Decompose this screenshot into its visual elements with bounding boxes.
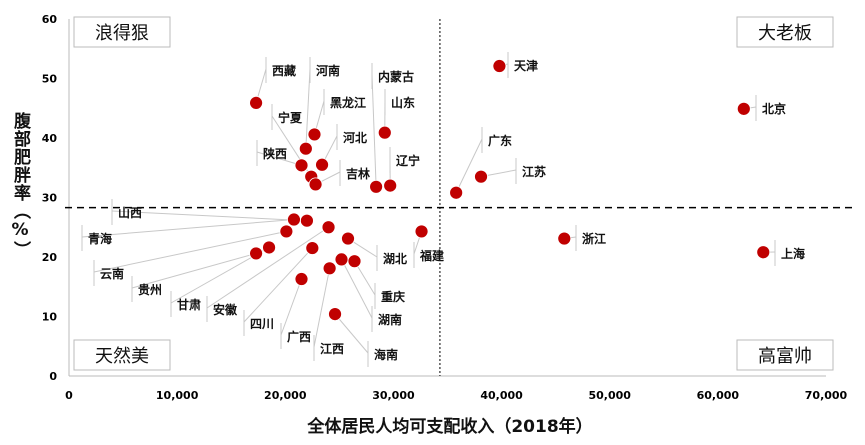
data-point (383, 178, 398, 193)
data-label: 安徽 (213, 302, 238, 317)
data-point (474, 169, 488, 184)
leader-line (305, 68, 311, 149)
data-label: 山西 (118, 205, 142, 220)
y-tick-label: 0 (49, 370, 57, 383)
data-point (315, 157, 329, 172)
data-label: 江苏 (522, 164, 546, 179)
quadrant-label-top-left-box (73, 16, 171, 48)
data-label: 河南 (315, 63, 340, 78)
data-label: 河北 (342, 130, 367, 145)
y-tick-label: 10 (42, 311, 58, 324)
leader-line (313, 268, 331, 348)
data-label: 北京 (762, 101, 786, 116)
x-tick-label: 10,000 (156, 389, 199, 402)
x-tick-label: 50,000 (588, 389, 631, 402)
data-label: 浙江 (582, 231, 606, 246)
data-point (347, 254, 362, 269)
data-label: 西藏 (272, 63, 296, 78)
data-point (249, 95, 263, 110)
data-point (557, 231, 572, 246)
data-label: 上海 (781, 246, 805, 261)
x-tick-label: 40,000 (480, 389, 523, 402)
leader-line (455, 138, 483, 193)
quadrant-label-bottom-right: 高富帅 (758, 346, 812, 367)
data-point (449, 185, 464, 200)
data-point (334, 252, 349, 267)
x-tick-label: 70,000 (805, 389, 848, 402)
leader-line (280, 278, 302, 336)
data-point (341, 231, 355, 246)
data-label: 内蒙古 (378, 69, 414, 84)
data-point (300, 213, 314, 228)
quadrant-label-bottom-right-box (736, 339, 834, 371)
data-point (414, 224, 429, 239)
data-label: 青海 (88, 231, 112, 246)
leader-line (256, 151, 302, 166)
quadrant-label-top-right: 大老板 (758, 23, 812, 44)
data-label: 广东 (488, 133, 512, 148)
leader-line (334, 313, 369, 354)
data-label: 重庆 (381, 289, 405, 304)
leader-line (93, 230, 287, 273)
quadrant-label-bottom-left: 天然美 (95, 346, 149, 367)
data-point (322, 261, 337, 276)
data-label: 陕西 (263, 146, 287, 161)
y-axis-title: 腹部肥胖率（%） (10, 112, 30, 259)
y-tick-label: 40 (42, 132, 58, 145)
data-label: 云南 (100, 266, 124, 281)
data-point (321, 220, 336, 235)
data-label: 辽宁 (396, 153, 420, 168)
y-tick-label: 20 (42, 251, 58, 264)
data-label: 贵州 (138, 282, 162, 297)
data-point (328, 307, 342, 322)
quadrant-label-top-right-box (736, 16, 834, 48)
leader-line (111, 210, 307, 222)
quadrant-label-top-left: 浪得狠 (95, 23, 149, 44)
data-point (249, 246, 263, 261)
x-axis-title: 全体居民人均可支配收入（2018年） (306, 416, 592, 437)
data-point (287, 212, 301, 227)
x-tick-label: 20,000 (264, 389, 307, 402)
data-point (279, 224, 294, 239)
data-label: 湖南 (378, 312, 402, 327)
y-tick-label: 30 (42, 192, 58, 205)
data-point (298, 141, 313, 156)
data-point (294, 158, 309, 173)
data-label: 天津 (514, 58, 538, 73)
data-point (305, 241, 320, 255)
data-point (492, 59, 507, 73)
data-label: 湖北 (383, 251, 407, 266)
leader-line (371, 74, 377, 187)
data-point (308, 177, 323, 192)
data-point (736, 101, 751, 116)
leader-line (243, 247, 313, 323)
data-point (756, 245, 771, 260)
data-label: 海南 (374, 347, 398, 362)
leader-line (81, 219, 294, 238)
quadrant-label-bottom-left-box (73, 339, 171, 371)
data-label: 甘肃 (177, 297, 201, 312)
data-label: 江西 (320, 341, 344, 356)
data-label: 四川 (250, 317, 274, 331)
leader-line (341, 259, 373, 319)
x-tick-label: 60,000 (697, 389, 740, 402)
data-point (294, 272, 309, 286)
data-label: 山东 (391, 95, 415, 110)
data-point (307, 127, 322, 142)
x-tick-label: 30,000 (372, 389, 415, 402)
y-tick-label: 60 (42, 13, 58, 26)
data-label: 吉林 (346, 166, 370, 181)
data-point (369, 179, 384, 194)
data-label: 黑龙江 (330, 95, 366, 110)
leader-line (206, 226, 329, 309)
data-label: 宁夏 (278, 110, 303, 125)
x-tick-label: 0 (65, 389, 73, 402)
data-point (262, 240, 276, 255)
leader-line (131, 252, 257, 289)
data-label: 广西 (287, 329, 311, 344)
y-tick-label: 50 (42, 73, 58, 86)
data-label: 福建 (419, 248, 445, 263)
data-point (377, 125, 392, 140)
